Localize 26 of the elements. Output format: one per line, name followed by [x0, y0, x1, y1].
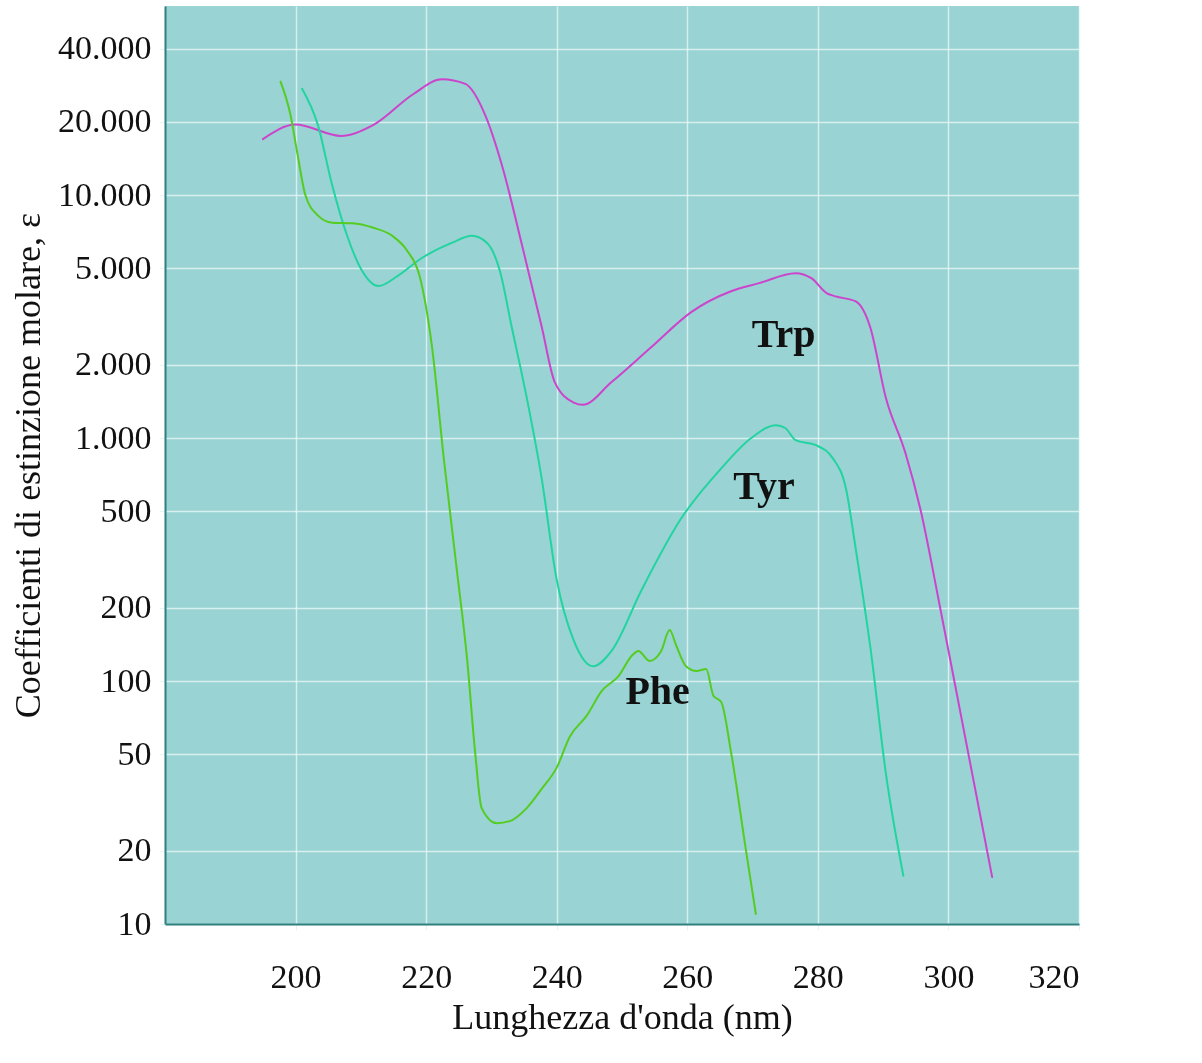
x-tick-label: 240 — [531, 957, 583, 995]
x-tick-label: 260 — [662, 957, 714, 995]
series-label: Tyr — [733, 463, 795, 509]
x-tick-label: 200 — [270, 957, 322, 995]
x-tick-label: 320 — [1028, 957, 1080, 995]
x-axis-title: Lunghezza d'onda (nm) — [452, 996, 793, 1037]
x-tick-label: 220 — [401, 957, 453, 995]
series-label: Trp — [751, 311, 816, 357]
y-tick-label: 20 — [117, 831, 152, 869]
y-tick-label: 2.000 — [75, 345, 152, 383]
x-tick-label: 300 — [923, 957, 975, 995]
y-tick-label: 5.000 — [75, 248, 152, 286]
line-series — [301, 87, 905, 877]
y-tick-label: 10.000 — [58, 175, 152, 213]
line-series — [261, 78, 994, 879]
y-axis-title: Coefficienti di estinzione molare, ε — [8, 212, 48, 719]
y-tick-label: 20.000 — [58, 102, 152, 140]
x-tick-label: 280 — [792, 957, 844, 995]
y-tick-label: 200 — [100, 588, 152, 626]
y-tick-label: 40.000 — [58, 29, 152, 67]
y-tick-label: 100 — [100, 661, 152, 699]
series-label: Phe — [625, 668, 690, 714]
y-tick-label: 1.000 — [75, 418, 152, 456]
y-tick-label: 500 — [100, 491, 152, 529]
y-tick-label: 50 — [117, 734, 152, 772]
y-tick-label: 10 — [117, 904, 152, 942]
